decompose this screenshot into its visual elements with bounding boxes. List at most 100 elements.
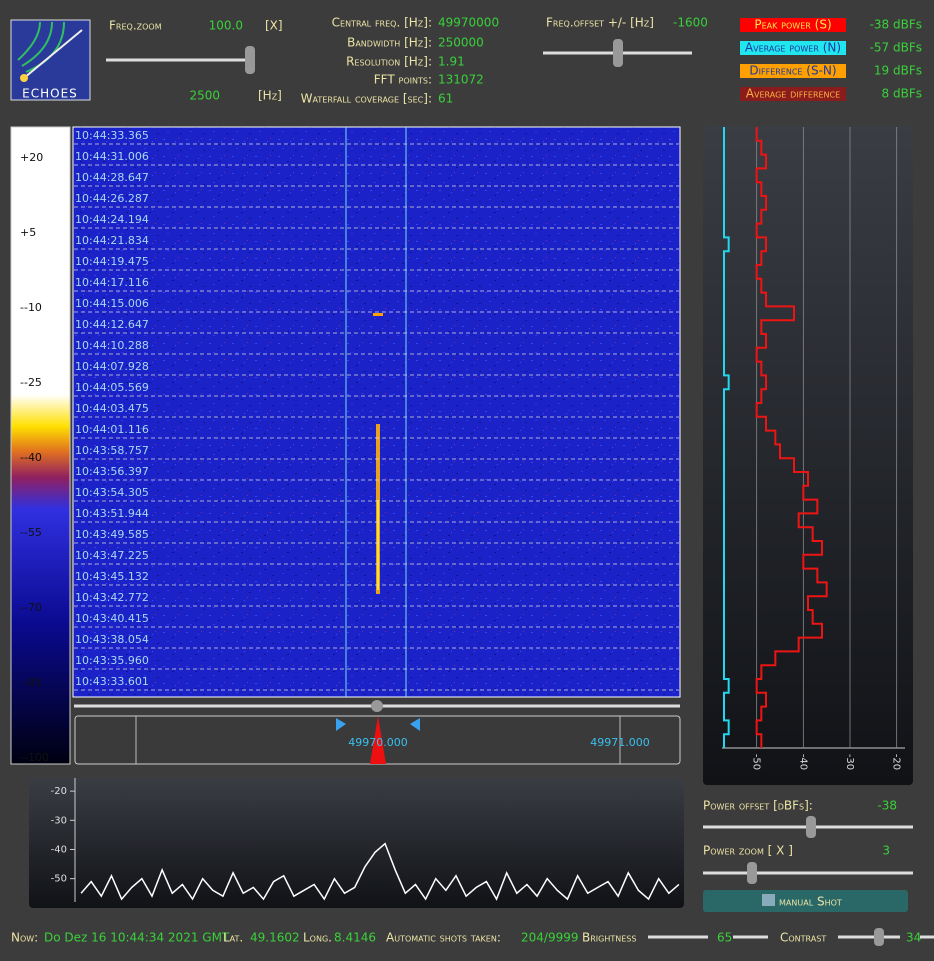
info-value: 49970000	[438, 16, 499, 30]
status-now-label: Now:	[11, 931, 38, 945]
band-arrow	[410, 718, 420, 731]
timestamp: 10:44:19.475	[75, 255, 149, 268]
spectrum-tick-label: -30	[51, 815, 67, 826]
scale-label: +20	[20, 151, 43, 164]
status-long: 8.4146	[334, 931, 376, 945]
scale-label: --70	[20, 601, 42, 614]
scale-label: --85	[20, 676, 42, 689]
manual-shot-label[interactable]: manual Shot	[779, 895, 842, 909]
freq-offset-knob[interactable]	[613, 39, 623, 67]
status-contrast-label: Contrast	[780, 931, 826, 945]
contrast-knob[interactable]	[874, 928, 884, 946]
freq-offset-value: -1600	[673, 16, 708, 30]
scale-label: --55	[20, 526, 42, 539]
freq-span-unit: [Hz]	[258, 89, 282, 103]
status-contrast: 34	[906, 931, 921, 945]
info-value: 61	[438, 92, 453, 106]
spectrum-trace	[80, 842, 680, 901]
timestamp: 10:43:38.054	[75, 633, 149, 646]
spectrum-tick-label: -20	[51, 786, 67, 797]
frequency-ticks	[135, 716, 621, 764]
power-zoom-label: Power zoom [ X ]	[703, 844, 793, 858]
legend-swatch	[740, 87, 846, 101]
manual-shot-button[interactable]	[703, 890, 908, 912]
scale-label: --100	[20, 751, 49, 764]
power-zoom-value: 3	[882, 844, 890, 858]
info-label: Central freq. [Hz]:	[332, 16, 432, 30]
legend-label: Difference (S-N)	[749, 64, 836, 78]
freq-zoom-knob[interactable]	[245, 46, 255, 74]
timestamp: 10:44:17.116	[75, 276, 149, 289]
timestamp: 10:44:12.647	[75, 318, 149, 331]
peak-power-trace	[755, 127, 828, 748]
info-label: Bandwidth [Hz]:	[347, 36, 432, 50]
waterfall	[72, 126, 681, 698]
power-plot	[703, 126, 913, 785]
timestamp: 10:44:10.288	[75, 339, 149, 352]
power-offset-knob[interactable]	[806, 816, 816, 838]
info-value: 1.91	[438, 55, 465, 69]
timestamp: 10:43:42.772	[75, 591, 149, 604]
spectrum-tick-label: -50	[51, 874, 67, 885]
legend-label: Peak power (S)	[754, 18, 831, 32]
status-shots-label: Automatic shots taken:	[386, 931, 501, 945]
legend-swatch	[740, 18, 846, 32]
legend-label: Average difference	[746, 87, 840, 101]
scale-label: --25	[20, 376, 42, 389]
tuning-marker	[370, 716, 386, 764]
waterfall-knob[interactable]	[371, 700, 383, 712]
timestamp: 10:44:03.475	[75, 402, 149, 415]
info-value: 250000	[438, 36, 484, 50]
timestamp: 10:44:24.194	[75, 213, 149, 226]
freq-zoom-label: Freq.zoom	[109, 19, 162, 33]
timestamp: 10:43:45.132	[75, 570, 149, 583]
band-arrow	[336, 718, 346, 731]
timestamp: 10:44:07.928	[75, 360, 149, 373]
timestamp: 10:43:51.944	[75, 507, 149, 520]
meteor-echo	[373, 313, 383, 594]
timestamp: 10:43:56.397	[75, 465, 149, 478]
logo-star	[20, 74, 28, 82]
slider-knobs[interactable]	[245, 39, 884, 946]
status-shots: 204/9999	[521, 931, 579, 945]
legend-swatch	[740, 64, 846, 78]
power-tick-label: -20	[891, 754, 902, 770]
spectrum-plot	[29, 778, 684, 908]
timestamp: 10:44:26.287	[75, 192, 149, 205]
timestamp: 10:44:21.834	[75, 234, 149, 247]
legend-value: -57 dBFs	[870, 41, 922, 55]
timestamp: 10:43:40.415	[75, 612, 149, 625]
status-long-label: Long.	[303, 931, 332, 945]
freq-label: 49971.000	[590, 736, 650, 749]
status-lat-label: Lat.	[223, 931, 243, 945]
camera-icon	[762, 894, 775, 906]
average-power-trace	[723, 127, 730, 748]
timestamp: 10:43:33.601	[75, 675, 149, 688]
info-value: 131072	[438, 73, 484, 87]
scale-label: +5	[20, 226, 36, 239]
freq-label: 49970.000	[348, 736, 408, 749]
logo-meteor	[23, 29, 83, 79]
legend-label: Average power (N)	[745, 41, 841, 55]
timestamp: 10:43:54.305	[75, 486, 149, 499]
legend-value: 8 dBFs	[882, 87, 922, 101]
timestamp: 10:43:35.960	[75, 654, 149, 667]
power-tick-label: -50	[751, 754, 762, 770]
timestamp: 10:44:05.569	[75, 381, 149, 394]
spectrum-tick-label: -40	[51, 844, 67, 855]
status-lat: 49.1602	[250, 931, 300, 945]
timestamp: 10:43:49.585	[75, 528, 149, 541]
timestamp: 10:44:15.006	[75, 297, 149, 310]
logo-text: ECHOES	[22, 87, 78, 101]
timestamp: 10:44:28.647	[75, 171, 149, 184]
info-label: Resolution [Hz]:	[346, 55, 432, 69]
freq-zoom-unit: [X]	[265, 19, 283, 33]
status-brightness-label: Brightness	[582, 931, 636, 945]
color-scale	[10, 126, 71, 765]
power-zoom-knob[interactable]	[747, 862, 757, 884]
freq-zoom-value: 100.0	[209, 19, 243, 33]
scale-label: --40	[20, 451, 42, 464]
status-now: Do Dez 16 10:44:34 2021 GMT	[44, 931, 230, 945]
timestamp: 10:44:01.116	[75, 423, 149, 436]
